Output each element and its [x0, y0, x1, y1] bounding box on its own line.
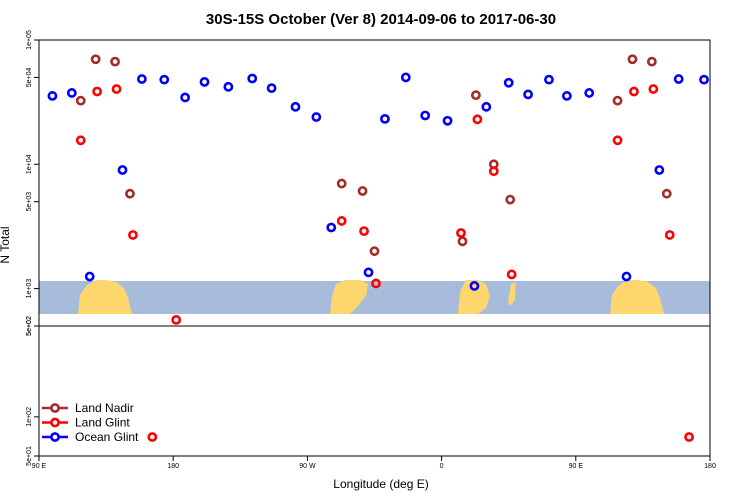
land-glint-point: [456, 228, 466, 238]
land-glint-point: [359, 226, 369, 237]
upper-y-tick-label: 1e+05: [26, 30, 33, 50]
ocean-glint-point: [47, 91, 58, 101]
land-glint-point: [75, 135, 86, 146]
ocean-glint-point: [420, 110, 431, 121]
ocean-glint-point: [223, 81, 234, 92]
y-axis-label: N Total: [0, 226, 12, 263]
data-points: [47, 54, 709, 442]
ocean-glint-point: [363, 267, 374, 278]
land-nadir-point: [357, 186, 368, 196]
land-glint-point: [488, 166, 499, 177]
ocean-glint-point: [159, 74, 170, 85]
land-nadir-point: [612, 95, 623, 106]
lower-y-tick-label: 5e+02: [26, 316, 33, 336]
land-nadir-point: [75, 95, 86, 106]
legend-item-land-glint: Land Glint: [42, 416, 130, 430]
land-nadir-point: [90, 54, 101, 65]
ocean-glint-point: [561, 91, 572, 101]
ocean-glint-point: [311, 112, 322, 122]
land-glint-point: [612, 135, 623, 146]
land-nadir-point: [125, 188, 135, 199]
land-nadir-point: [369, 246, 380, 257]
land-nadir-point: [110, 56, 120, 67]
land-glint-point: [472, 114, 483, 125]
lower-y-tick-label: 1e+02: [26, 407, 33, 427]
ocean-glint-point: [136, 74, 147, 84]
land-nadir-point: [627, 54, 638, 65]
ocean-glint-point: [621, 271, 632, 282]
ocean-glint-point: [199, 77, 210, 87]
ocean-glint-point: [469, 281, 480, 291]
upper-y-tick-label: 5e+04: [26, 67, 33, 87]
land-nadir-point: [470, 90, 481, 101]
x-tick-label: 180: [704, 463, 716, 470]
ocean-glint-point: [400, 72, 411, 83]
legend-label: Land Glint: [75, 416, 130, 430]
x-tick-label: 180: [167, 463, 179, 470]
ocean-glint-point: [699, 74, 709, 85]
land-nadir-point: [646, 56, 657, 67]
legend-item-ocean-glint: Ocean Glint: [42, 430, 139, 444]
ocean-glint-point: [326, 222, 337, 233]
x-tick-label: 90 W: [299, 463, 316, 470]
land-glint-point: [664, 230, 675, 240]
land-nadir-point: [661, 188, 672, 199]
ocean-glint-point: [380, 113, 390, 124]
land-nadir-point: [457, 236, 468, 247]
ocean-glint-point: [442, 115, 453, 126]
land-glint-point: [336, 216, 347, 226]
ocean-glint-point: [247, 73, 258, 84]
upper-y-tick-label: 5e+02: [26, 316, 33, 336]
land-glint-point: [111, 84, 122, 94]
map-background: [39, 280, 710, 314]
legend-item-land-nadir: Land Nadir: [42, 401, 134, 415]
ocean-glint-point: [266, 83, 277, 94]
upper-y-tick-label: 5e+03: [26, 192, 33, 212]
ocean-glint-point: [654, 165, 665, 175]
land-glint-point: [684, 432, 695, 442]
legend-label: Ocean Glint: [75, 430, 139, 444]
land-glint-point: [92, 86, 103, 97]
axes: 90 E 180 90 W 0 90 E 180 1e+05 5e+04 1e+04 5e+03 1…: [26, 30, 716, 470]
upper-y-tick-label: 1e+03: [26, 279, 33, 299]
legend-label: Land Nadir: [75, 401, 134, 415]
land-glint-point: [506, 269, 517, 280]
chart-title: 30S-15S October (Ver 8) 2014-09-06 to 20…: [206, 11, 556, 28]
x-tick-label: 0: [440, 463, 444, 470]
ocean-glint-point: [180, 92, 191, 103]
ocean-glint-point: [66, 88, 77, 98]
land-glint-point: [371, 278, 381, 289]
land-nadir-point: [505, 194, 516, 205]
lower-y-tick-label: 5e+01: [26, 446, 33, 466]
ocean-glint-point: [290, 101, 301, 112]
lower-panel-frame: [38, 325, 711, 457]
upper-y-tick-label: 1e+04: [26, 154, 33, 174]
land-glint-point: [128, 230, 138, 240]
x-tick-label: 90 E: [32, 463, 47, 470]
ocean-glint-point: [584, 88, 595, 98]
land-glint-point: [171, 314, 182, 325]
x-axis-label: Longitude (deg E): [333, 477, 428, 491]
ocean-glint-point: [673, 74, 684, 84]
land-glint-point: [147, 432, 158, 442]
ocean-glint-point: [481, 101, 492, 112]
ocean-glint-point: [117, 165, 128, 175]
x-tick-label: 90 E: [569, 463, 584, 470]
land-glint-point: [648, 84, 659, 94]
ocean-glint-point: [523, 89, 533, 100]
ocean-glint-point: [544, 74, 554, 85]
land-glint-point: [629, 86, 639, 97]
ocean-glint-point: [84, 271, 95, 282]
ocean-glint-point: [503, 77, 514, 88]
land-nadir-point: [336, 178, 347, 189]
